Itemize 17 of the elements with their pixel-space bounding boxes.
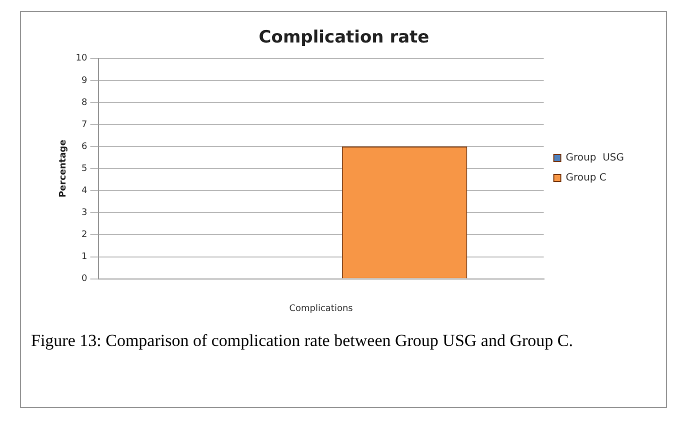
legend-label: Group C xyxy=(565,172,606,184)
y-axis-title: Percentage xyxy=(58,140,68,198)
y-tick-label: 8 xyxy=(81,98,88,108)
y-tick-label: 5 xyxy=(81,164,87,174)
y-tick-label: 2 xyxy=(81,230,87,240)
caption: Figure 13: Comparison of complication rate between Group USG and Group C. xyxy=(31,330,574,352)
y-tick-label: 4 xyxy=(81,186,88,196)
y-tick-label: 1 xyxy=(81,252,87,262)
y-tick-label: 0 xyxy=(81,274,88,284)
y-tick-label: 10 xyxy=(75,54,88,64)
chart-title: Complication rate xyxy=(258,28,429,48)
x-axis-title: Complications xyxy=(288,304,353,314)
y-tick-label: 6 xyxy=(81,142,88,152)
y-tick-label: 7 xyxy=(81,120,87,130)
y-tick-label: 9 xyxy=(81,76,88,86)
legend-label: Group USG xyxy=(565,152,624,164)
y-tick-label: 3 xyxy=(81,208,87,218)
